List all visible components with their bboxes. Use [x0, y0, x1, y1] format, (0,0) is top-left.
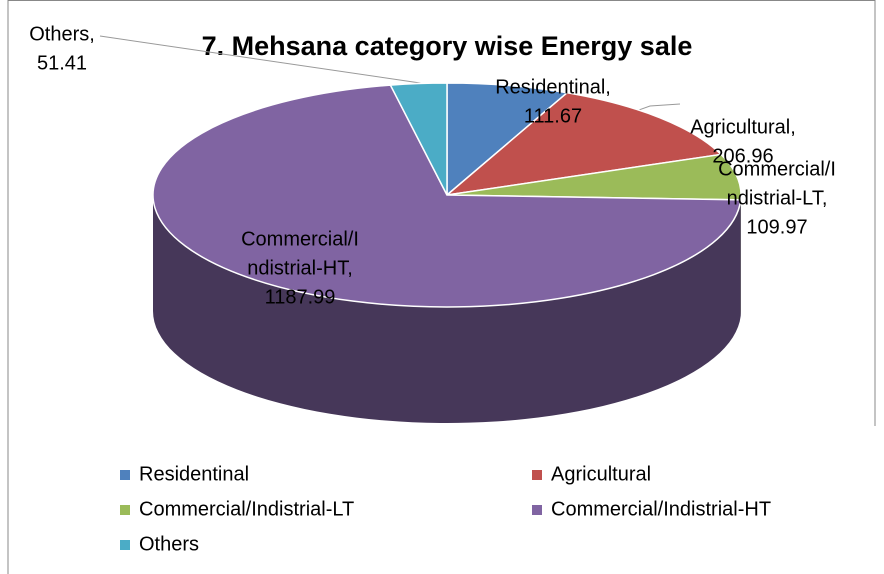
- legend-swatch: [120, 540, 130, 550]
- pie-side: [153, 195, 741, 423]
- pie-slice: [389, 82, 448, 196]
- legend-label: Commercial/Indistrial-LT: [139, 498, 354, 520]
- legend-label: Commercial/Indistrial-HT: [551, 498, 771, 520]
- legend-swatch: [120, 505, 130, 515]
- legend-label: Others: [139, 533, 199, 555]
- pie-slice: [446, 153, 742, 201]
- pie-slice: [152, 84, 742, 308]
- data-label: Agricultural,: [690, 116, 796, 138]
- data-label: Others,: [29, 23, 95, 45]
- data-label: 206.96: [712, 145, 773, 167]
- legend-swatch: [532, 470, 542, 480]
- data-label: ndistrial-HT,: [247, 257, 353, 279]
- legend-label: Residentinal: [139, 463, 249, 485]
- data-label: 1187.99: [265, 286, 336, 308]
- data-label: ndistrial-LT,: [727, 187, 828, 209]
- legend-swatch: [532, 505, 542, 515]
- data-label: Commercial/I: [718, 158, 836, 180]
- pie-slice: [444, 91, 723, 197]
- data-label: 51.41: [37, 52, 87, 74]
- legend-swatch: [120, 470, 130, 480]
- frame: [7, 0, 876, 574]
- data-label: Commercial/I: [241, 228, 359, 250]
- pie-slice: [446, 82, 569, 197]
- data-label: 109.97: [746, 216, 807, 238]
- data-label: Residentinal,: [495, 76, 611, 98]
- legend-label: Agricultural: [551, 463, 651, 485]
- chart-title: 7. Mehsana category wise Energy sale: [202, 31, 693, 61]
- data-label: 111.67: [524, 105, 582, 127]
